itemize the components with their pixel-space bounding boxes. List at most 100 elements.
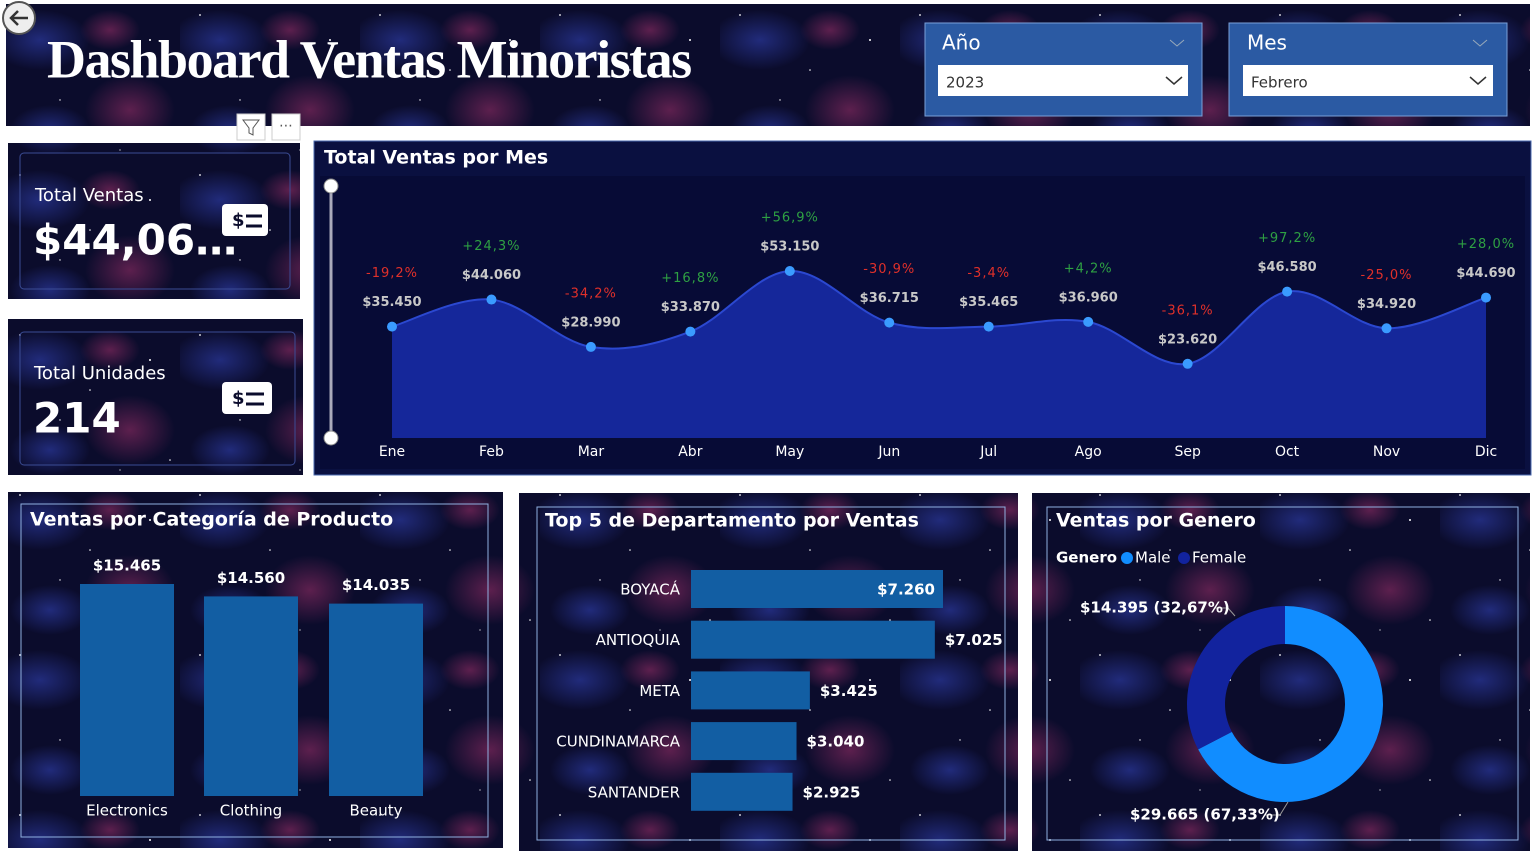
x-tick-label: May	[775, 444, 804, 460]
data-label: $34.920	[1357, 297, 1416, 312]
change-label: +16,8%	[661, 271, 719, 286]
bar	[691, 570, 943, 608]
slicer-value: Febrero	[1251, 74, 1308, 92]
card-icon	[222, 382, 272, 414]
data-label: $2.925	[803, 783, 861, 801]
x-tick-label: Jun	[877, 444, 900, 460]
data-label: $23.620	[1158, 332, 1217, 347]
point	[1381, 323, 1392, 334]
change-label: -36,1%	[1162, 303, 1214, 318]
change-label: +24,3%	[462, 239, 520, 254]
change-label: -19,2%	[366, 266, 418, 281]
point	[1282, 286, 1293, 297]
change-label: -34,2%	[565, 286, 617, 301]
header-title: Dashboard Ventas Minoristas	[47, 29, 691, 89]
data-label: $14.560	[217, 569, 285, 587]
legend-swatch	[1121, 552, 1133, 564]
x-tick-label: Sep	[1174, 444, 1201, 460]
data-label: $7.260	[877, 581, 935, 599]
x-tick-label: Clothing	[220, 802, 282, 820]
x-tick-label: Nov	[1373, 444, 1400, 460]
y-tick-label: CUNDINAMARCA	[556, 733, 680, 751]
data-label: $15.465	[93, 557, 161, 575]
x-tick-label: Beauty	[350, 802, 403, 820]
change-label: +28,0%	[1457, 237, 1515, 252]
data-label: $28.990	[561, 315, 620, 330]
bar	[691, 620, 935, 659]
legend-label: Male	[1135, 549, 1171, 567]
bar	[691, 671, 810, 710]
data-label: $35.450	[362, 295, 421, 310]
slicer-label: Mes	[1247, 31, 1287, 55]
bar	[80, 584, 174, 796]
bar	[329, 603, 423, 796]
point	[1481, 292, 1491, 303]
chart-title: Ventas por Categoría de Producto	[30, 509, 393, 531]
point	[1182, 358, 1193, 369]
chart-border	[1046, 506, 1519, 841]
more-options[interactable]	[271, 113, 301, 141]
change-label: -30,9%	[863, 262, 915, 277]
legend-label: Female	[1192, 549, 1246, 567]
point	[1083, 316, 1094, 327]
card-icon-glyph: $	[232, 388, 245, 409]
slicer[interactable]: Año 2023	[924, 22, 1203, 117]
data-label: $14.395 (32,67%)	[1080, 599, 1230, 617]
y-tick-label: BOYACÁ	[620, 580, 680, 599]
chart-title: Ventas por Genero	[1056, 510, 1256, 532]
x-tick-label: Feb	[479, 444, 504, 460]
card-border	[19, 331, 296, 466]
y-tick-label: ANTIOQUIA	[596, 631, 681, 649]
data-label: $33.870	[661, 300, 720, 315]
data-label: $29.665 (67,33%)	[1130, 806, 1280, 824]
chart-title: Top 5 de Departamento por Ventas	[545, 510, 919, 532]
point	[585, 341, 596, 352]
slicer[interactable]: Mes Febrero	[1228, 22, 1508, 117]
more-dots: ⋯	[279, 118, 293, 134]
data-label: $36.715	[860, 291, 919, 306]
point	[387, 321, 397, 332]
filter-icon[interactable]	[236, 113, 266, 141]
slider-handle[interactable]	[323, 178, 339, 194]
y-tick-label: META	[639, 682, 680, 700]
slicer-value: 2023	[946, 74, 984, 92]
card-label: Total Ventas	[34, 185, 144, 206]
card-value: $44,06…	[33, 216, 237, 265]
chart-border	[536, 506, 1006, 841]
chart-title: Total Ventas por Mes	[324, 147, 548, 169]
back-arrow	[9, 10, 28, 26]
x-tick-label: Ene	[379, 444, 405, 460]
card-icon-lines	[246, 214, 262, 228]
chart-border	[20, 503, 489, 838]
data-label: $35.465	[959, 295, 1018, 310]
donut-slice	[1198, 606, 1383, 803]
data-label: $44.690	[1456, 266, 1515, 281]
area	[392, 270, 1486, 438]
slider-handle[interactable]	[323, 430, 339, 446]
filter-glyph	[242, 119, 260, 136]
bar	[691, 722, 797, 761]
point	[486, 294, 497, 305]
card-icon-glyph: $	[232, 210, 245, 231]
change-label: +56,9%	[761, 211, 819, 226]
donut-slice	[1186, 606, 1285, 750]
data-label: $3.040	[807, 733, 865, 751]
point	[983, 321, 994, 332]
point	[685, 326, 696, 337]
x-tick-label: Ago	[1075, 444, 1102, 460]
card-label: Total Unidades	[33, 363, 166, 384]
legend-title: Genero	[1056, 549, 1117, 567]
card-value: 214	[33, 394, 121, 443]
card-icon	[222, 204, 268, 236]
y-tick-label: SANTANDER	[588, 783, 680, 801]
point	[884, 317, 895, 328]
card-border	[19, 152, 291, 290]
change-label: +97,2%	[1258, 231, 1316, 246]
data-label: $46.580	[1257, 260, 1316, 275]
card-icon-lines	[246, 392, 264, 406]
change-label: +4,2%	[1064, 261, 1113, 276]
x-tick-label: Oct	[1275, 444, 1300, 460]
x-tick-label: Dic	[1475, 444, 1497, 460]
